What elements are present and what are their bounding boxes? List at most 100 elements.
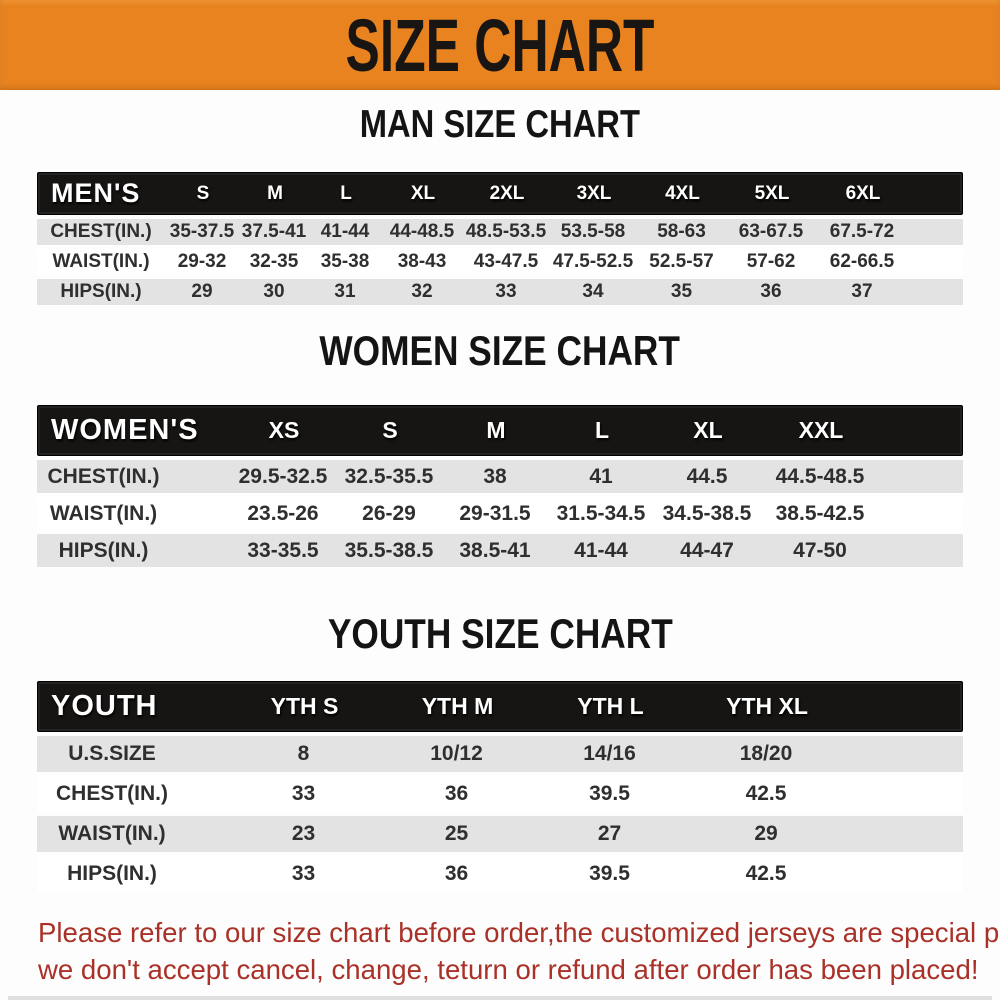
row-label: CHEST(IN.) — [50, 221, 152, 242]
cell-value: 25 — [444, 822, 469, 845]
table-row: CHEST(IN.) 35-37.5 37.5-41 41-44 44-48.5 48.5… — [37, 219, 963, 245]
column-header: M — [486, 417, 506, 443]
cell-value: 26-29 — [362, 501, 416, 525]
cell-value: 31 — [334, 281, 356, 302]
cell-value: 8 — [297, 742, 310, 765]
cell-value: 36 — [760, 281, 782, 302]
cell-value: 32 — [411, 281, 433, 302]
cell-value: 10/12 — [430, 742, 483, 765]
women-section-heading: WOMEN SIZE CHART — [0, 327, 1000, 375]
cell-value: 42.5 — [745, 862, 787, 885]
cell-value: 52.5-57 — [649, 251, 714, 272]
cell-value: 29-32 — [177, 251, 227, 272]
column-header: YTH XL — [726, 693, 808, 719]
cell-value: 33 — [291, 862, 316, 885]
cell-value: 58-63 — [657, 221, 706, 242]
table-title: MEN'S — [51, 178, 141, 208]
column-header: XXL — [798, 417, 844, 443]
cell-value: 35-38 — [320, 251, 370, 272]
cell-value: 29 — [754, 822, 778, 845]
cell-value: 42.5 — [745, 782, 787, 805]
banner: SIZE CHART — [0, 0, 1000, 90]
cell-value: 41-44 — [574, 538, 628, 562]
youth-section-heading: YOUTH SIZE CHART — [0, 610, 1000, 658]
cell-value: 32.5-35.5 — [344, 464, 434, 488]
table-title: YOUTH — [51, 690, 158, 722]
cell-value: 37 — [851, 281, 873, 302]
table-row: HIPS(IN.) 33-35.5 35.5-38.5 38.5-41 41-44 44-… — [37, 534, 963, 567]
column-header: L — [340, 182, 352, 204]
table-row: WAIST(IN.) 23 25 27 29 — [37, 816, 963, 852]
cell-value: 48.5-53.5 — [465, 221, 547, 242]
cell-value: 34 — [582, 281, 604, 302]
cell-value: 33 — [495, 281, 517, 302]
disclaimer-line-2: we don't accept cancel, change, teturn o… — [38, 954, 979, 985]
row-label: CHEST(IN.) — [56, 782, 168, 805]
women-size-table: WOMEN'S XS S M L XL XXL CHEST(IN.) 29.5-32.5 32.5… — [37, 405, 963, 567]
men-size-table: MEN'S S M L XL 2XL 3XL 4XL 5XL 6XL CHEST(IN.) 35-37… — [37, 172, 963, 305]
cell-value: 39.5 — [589, 782, 630, 805]
cell-value: 29 — [191, 281, 213, 302]
cell-value: 29.5-32.5 — [238, 464, 328, 488]
column-header: 3XL — [576, 182, 612, 204]
column-header: S — [196, 182, 210, 204]
cell-value: 36 — [444, 782, 469, 805]
cell-value: 18/20 — [739, 742, 793, 765]
column-header: XL — [410, 182, 436, 204]
cell-value: 33-35.5 — [247, 538, 319, 562]
page-title: SIZE CHART — [345, 3, 655, 87]
column-header: 5XL — [754, 182, 790, 204]
cell-value: 67.5-72 — [829, 221, 895, 242]
cell-value: 44.5-48.5 — [775, 464, 865, 488]
column-header: XL — [693, 417, 723, 443]
row-label: HIPS(IN.) — [60, 281, 142, 302]
cell-value: 23.5-26 — [247, 501, 319, 525]
column-header: XS — [268, 417, 300, 443]
cell-value: 39.5 — [589, 862, 630, 885]
cell-value: 36 — [444, 862, 469, 885]
column-header: YTH S — [270, 693, 339, 719]
table-header-row: MEN'S S M L XL 2XL 3XL 4XL 5XL 6XL — [37, 172, 963, 215]
cell-value: 23 — [291, 822, 316, 845]
cell-value: 44-47 — [680, 538, 734, 562]
column-header: YTH L — [577, 693, 644, 719]
cell-value: 30 — [263, 281, 285, 302]
disclaimer-line-1: Please refer to our size chart before or… — [38, 917, 1000, 948]
bottom-edge-strip — [8, 996, 992, 1000]
cell-value: 27 — [597, 822, 622, 845]
table-title: WOMEN'S — [51, 414, 199, 446]
cell-value: 43-47.5 — [473, 251, 539, 272]
row-label: WAIST(IN.) — [49, 501, 158, 525]
order-disclaimer: Please refer to our size chart before or… — [38, 914, 1000, 988]
table-row: HIPS(IN.) 29 30 31 32 33 34 35 36 37 — [37, 279, 963, 305]
cell-value: 38.5-42.5 — [775, 501, 865, 525]
column-header: S — [382, 417, 398, 443]
column-header: L — [594, 417, 610, 443]
table-row: WAIST(IN.) 23.5-26 26-29 29-31.5 31.5-34.5 34… — [37, 497, 963, 530]
row-label: CHEST(IN.) — [47, 464, 160, 488]
cell-value: 53.5-58 — [560, 221, 626, 242]
cell-value: 41-44 — [320, 221, 370, 242]
table-header-row: WOMEN'S XS S M L XL XXL — [37, 405, 963, 456]
cell-value: 37.5-41 — [241, 221, 307, 242]
row-label: WAIST(IN.) — [52, 251, 150, 272]
youth-size-table: YOUTH YTH S YTH M YTH L YTH XL U.S.SIZE 8 10/12… — [37, 681, 963, 892]
cell-value: 35.5-38.5 — [344, 538, 434, 562]
youth-section-heading-text: YOUTH SIZE CHART — [327, 610, 673, 657]
cell-value: 35 — [670, 281, 693, 302]
table-row: WAIST(IN.) 29-32 32-35 35-38 38-43 43-47.5 47.… — [37, 249, 963, 275]
cell-value: 14/16 — [583, 742, 636, 765]
table-row: CHEST(IN.) 29.5-32.5 32.5-35.5 38 41 44.5 44.5… — [37, 460, 963, 493]
cell-value: 29-31.5 — [459, 501, 531, 525]
cell-value: 47-50 — [793, 538, 847, 562]
row-label: HIPS(IN.) — [67, 862, 157, 885]
cell-value: 31.5-34.5 — [556, 501, 646, 525]
cell-value: 38.5-41 — [459, 538, 531, 562]
cell-value: 44-48.5 — [389, 221, 455, 242]
row-label: U.S.SIZE — [68, 742, 156, 765]
cell-value: 44.5 — [686, 464, 728, 488]
cell-value: 47.5-52.5 — [552, 251, 634, 272]
man-section-heading-text: MAN SIZE CHART — [359, 103, 641, 146]
column-header: 6XL — [845, 182, 881, 204]
